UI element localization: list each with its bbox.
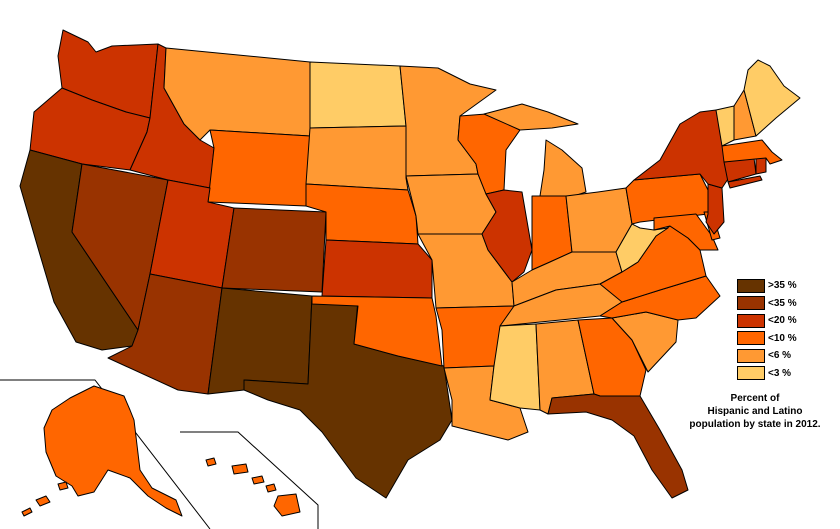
state-NM [207, 287, 313, 395]
state-ND [309, 61, 407, 129]
legend-row: <3 % [737, 365, 797, 383]
state-MD [653, 213, 719, 251]
map-caption: Percent of Hispanic and Latino populatio… [670, 392, 840, 431]
legend-row: <10 % [737, 330, 797, 348]
legend-row: <20 % [737, 312, 797, 330]
state-OK [311, 295, 443, 367]
state-WY [207, 129, 311, 207]
legend-swatch [737, 313, 765, 328]
state-NJ [705, 183, 725, 235]
legend-label: >35 % [768, 280, 797, 292]
legend-swatch [737, 278, 765, 293]
state-AK [43, 385, 183, 517]
caption-line: Percent of [730, 393, 780, 404]
legend-row: >35 % [737, 277, 797, 295]
state-IL [481, 189, 533, 283]
legend-row: <6 % [737, 347, 797, 365]
inset-frame-alaska [0, 379, 211, 529]
state-WV [615, 223, 669, 273]
state-ME [743, 59, 801, 137]
caption-line: Hispanic and Latino [707, 406, 803, 417]
state-NY-long-island [727, 175, 763, 189]
state-HI [205, 457, 301, 517]
state-MI-lower [539, 139, 587, 197]
state-MA [721, 139, 783, 165]
legend-label: <20 % [768, 315, 797, 327]
inset-frame-hawaii [180, 431, 319, 529]
state-RI [755, 157, 767, 175]
state-AK-islands [21, 481, 69, 517]
legend-label: <6 % [768, 350, 792, 362]
legend-swatch [737, 348, 765, 363]
legend-swatch [737, 296, 765, 311]
state-MT [163, 47, 311, 141]
state-SD [305, 125, 409, 191]
legend-row: <35 % [737, 295, 797, 313]
state-KS [321, 239, 433, 299]
map-legend: >35 % <35 % <20 % <10 % <6 % <3 % [737, 277, 797, 382]
state-CO [221, 207, 327, 293]
state-FL [547, 393, 689, 499]
state-MI-upper [483, 103, 579, 131]
legend-swatch [737, 366, 765, 381]
legend-label: <35 % [768, 297, 797, 309]
caption-line: population by state in 2012. [689, 419, 821, 430]
legend-swatch [737, 331, 765, 346]
legend-label: <10 % [768, 332, 797, 344]
legend-label: <3 % [768, 367, 792, 379]
